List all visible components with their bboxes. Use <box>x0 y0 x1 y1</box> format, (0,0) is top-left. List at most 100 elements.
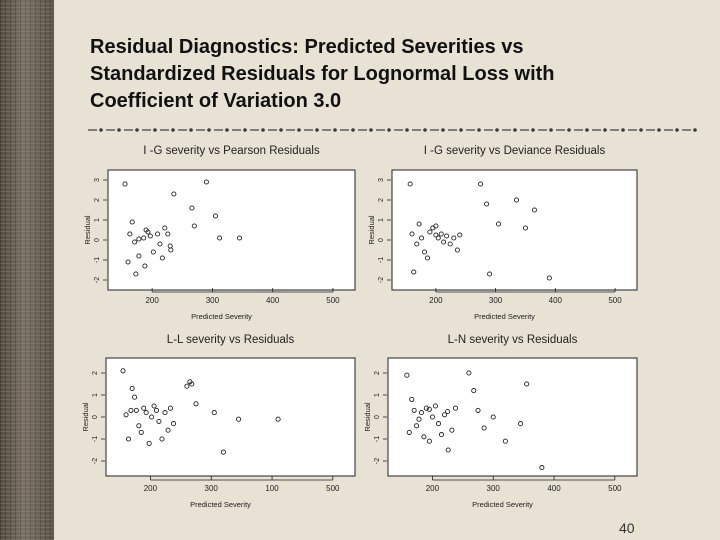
y-tick-label: 3 <box>378 178 385 182</box>
data-point <box>236 235 243 241</box>
y-tick-label: -1 <box>92 436 99 442</box>
data-point <box>129 219 135 225</box>
data-point <box>171 191 177 197</box>
data-point <box>441 239 447 245</box>
x-tick-label: 400 <box>547 484 561 493</box>
data-point <box>217 235 223 241</box>
y-tick-label: -2 <box>94 277 101 283</box>
data-point <box>421 434 427 440</box>
data-point <box>416 416 422 422</box>
data-point <box>454 247 460 253</box>
divider-dot <box>495 128 499 132</box>
chart-title: I -G severity vs Deviance Residuals <box>424 145 606 157</box>
data-point <box>435 235 441 241</box>
divider-dot <box>423 128 427 132</box>
data-point <box>451 235 457 241</box>
data-point <box>212 213 218 219</box>
plot-area <box>387 357 638 477</box>
x-tick-label: 300 <box>489 296 503 305</box>
data-point <box>159 436 165 442</box>
data-point <box>159 255 165 261</box>
x-axis-label: Predicted Severity <box>472 500 533 509</box>
data-point <box>189 205 195 211</box>
data-point <box>478 181 484 187</box>
divider-dot <box>153 128 157 132</box>
divider-dot <box>261 128 265 132</box>
data-point <box>445 447 451 453</box>
data-point <box>211 410 217 416</box>
data-point <box>136 253 142 259</box>
divider-dot <box>225 128 229 132</box>
data-point <box>435 421 442 427</box>
data-point <box>457 232 463 238</box>
x-tick-label: 100 <box>265 484 279 493</box>
chart-panel-1: I -G severity vs Pearson Residuals 200 300… <box>83 145 356 321</box>
data-point <box>502 438 508 444</box>
data-point <box>165 231 171 237</box>
data-point <box>147 233 153 239</box>
data-point <box>475 407 481 413</box>
data-point <box>151 403 157 409</box>
divider-dot <box>207 128 211 132</box>
data-point <box>146 440 152 446</box>
data-point <box>132 394 138 400</box>
data-point <box>155 231 161 237</box>
data-point <box>145 229 151 235</box>
data-point <box>122 181 128 187</box>
data-point <box>490 414 496 420</box>
page-number: 40 <box>619 520 635 536</box>
data-point <box>120 368 126 374</box>
slide-title-line-1: Residual Diagnostics: Predicted Severiti… <box>90 36 524 58</box>
data-point <box>414 423 420 429</box>
data-point <box>438 231 444 237</box>
data-point <box>143 410 149 416</box>
y-tick-label: -1 <box>94 257 101 263</box>
y-axis-label: Residual <box>363 402 372 432</box>
divider-dot <box>99 128 103 132</box>
y-tick-label: 1 <box>94 218 101 222</box>
y-axis-label: Residual <box>367 215 376 245</box>
data-point <box>141 235 147 241</box>
data-point <box>189 381 195 387</box>
divider-dot <box>351 128 355 132</box>
y-axis-label: Residual <box>83 215 92 245</box>
data-point <box>129 385 135 391</box>
y-tick-label: -2 <box>378 277 385 283</box>
divider-dot <box>117 128 121 132</box>
y-tick-label: -2 <box>92 458 99 464</box>
y-tick-label: 1 <box>92 393 99 397</box>
data-point <box>433 223 439 229</box>
x-tick-label: 500 <box>326 484 340 493</box>
chart-panel-4: L-N severity vs Residuals 200 300 400 500 Pre… <box>363 334 638 509</box>
divider-dot <box>531 128 535 132</box>
data-point <box>423 405 429 411</box>
data-point <box>165 427 171 433</box>
data-point <box>487 271 493 277</box>
data-point <box>191 223 197 229</box>
y-tick-label: 2 <box>378 198 385 202</box>
data-point <box>407 181 413 187</box>
data-point <box>133 407 139 413</box>
y-tick-label: 0 <box>92 415 99 419</box>
y-tick-label: 1 <box>374 393 381 397</box>
title-divider <box>88 128 697 132</box>
data-point <box>123 412 129 418</box>
x-axis-label: Predicted Severity <box>474 312 535 321</box>
data-point <box>167 243 173 249</box>
x-tick-label: 200 <box>145 296 159 305</box>
x-tick-label: 500 <box>608 296 622 305</box>
data-point <box>411 269 417 275</box>
data-point <box>531 207 537 213</box>
x-tick-label: 300 <box>206 296 220 305</box>
data-point <box>445 408 451 415</box>
x-tick-label: 500 <box>326 296 340 305</box>
data-point <box>426 406 432 412</box>
data-point <box>424 255 431 261</box>
divider-dot <box>171 128 175 132</box>
data-point <box>136 423 142 429</box>
data-point <box>444 233 450 239</box>
data-point <box>141 405 147 411</box>
y-tick-label: -1 <box>374 436 381 442</box>
data-point <box>546 275 552 281</box>
data-point <box>524 381 530 387</box>
